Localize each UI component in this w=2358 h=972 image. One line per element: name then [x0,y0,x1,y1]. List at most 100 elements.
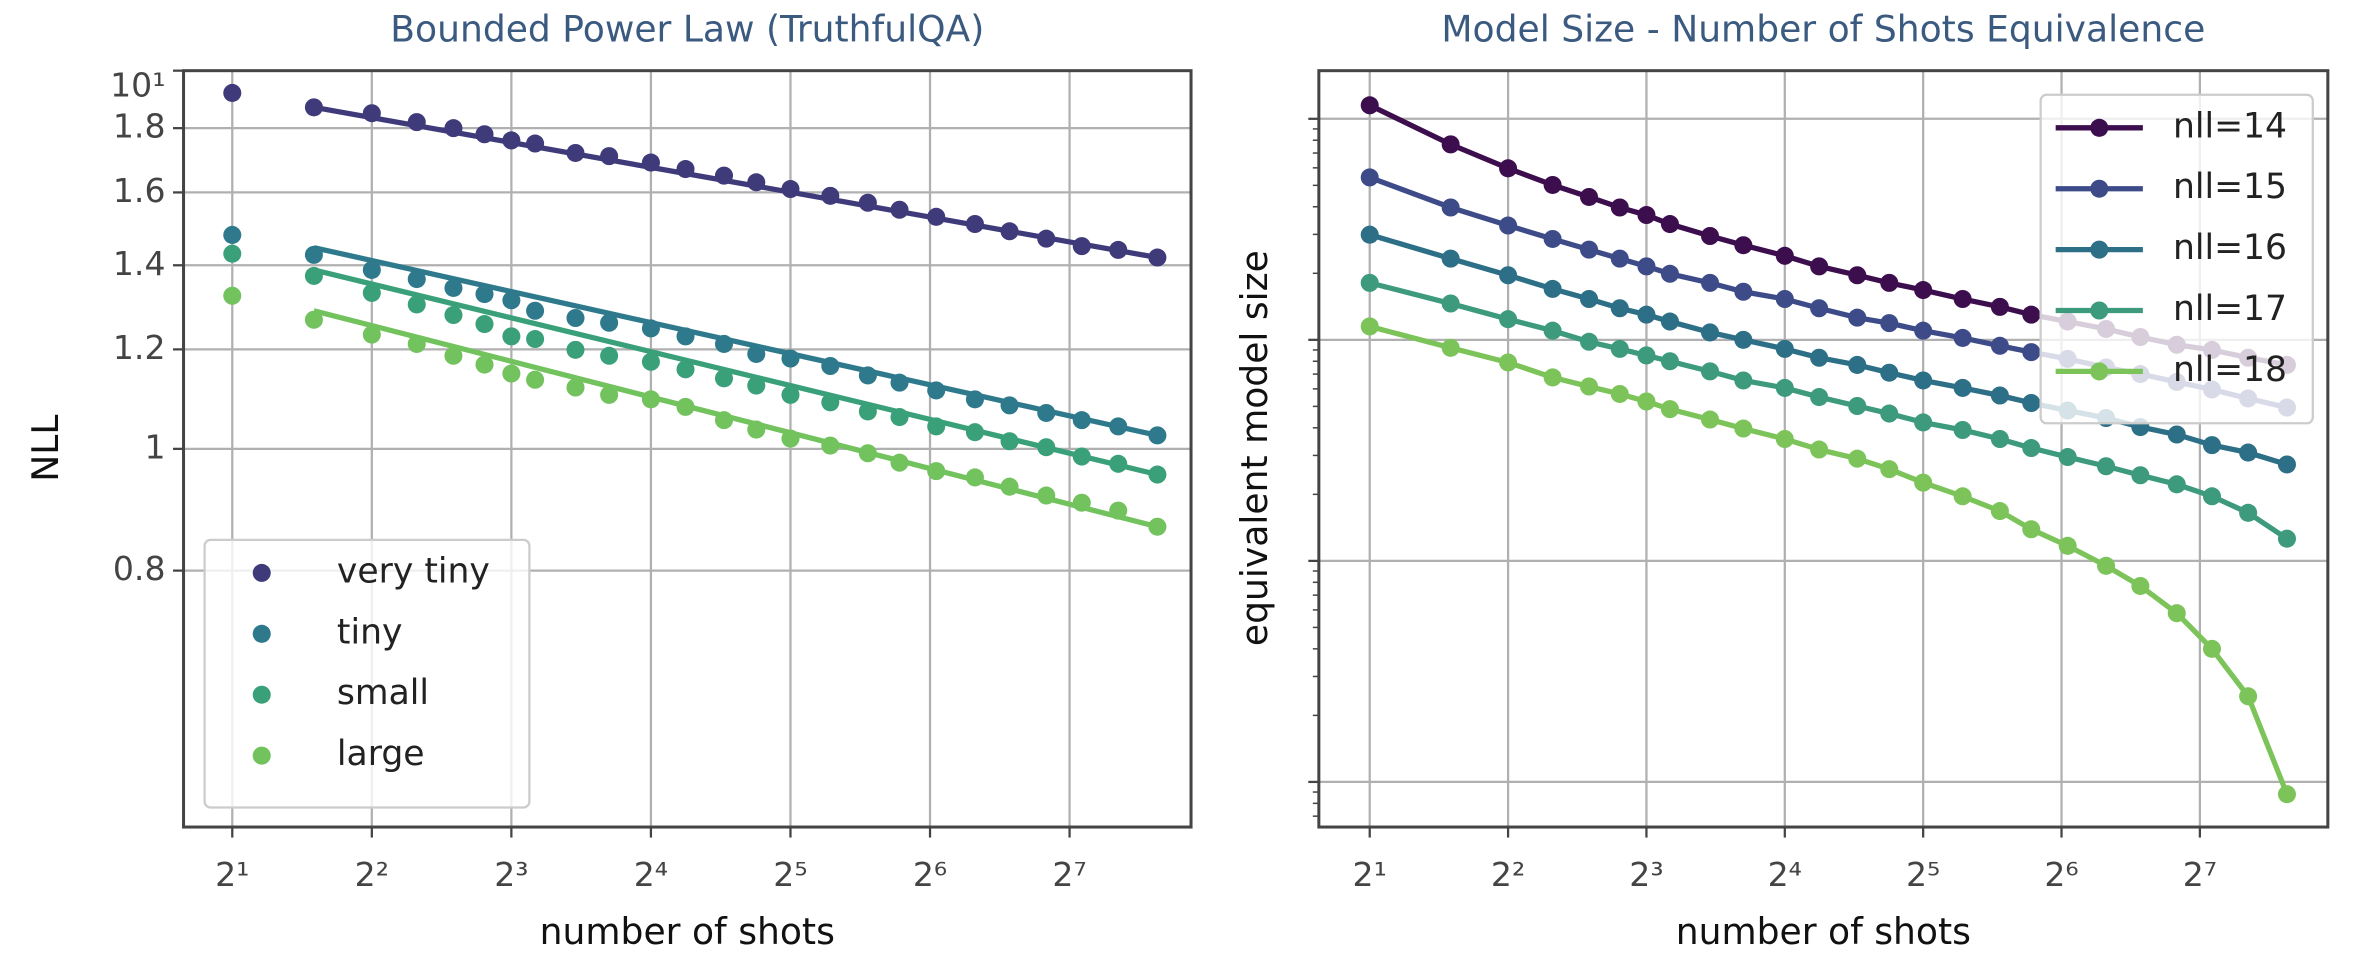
point [714,369,734,388]
point [1000,477,1019,496]
point [714,334,734,353]
point [676,360,695,379]
legend-label: small [337,673,429,713]
point [2202,436,2222,455]
point [526,370,545,389]
point [362,325,381,344]
point [747,376,766,395]
point [2239,687,2258,706]
point [502,131,521,150]
point [444,278,463,297]
point [1914,281,1933,300]
point [1660,264,1679,283]
point [1660,352,1679,371]
point [1000,396,1019,415]
x-tick-label: 2³ [1629,855,1663,894]
point [1914,413,1933,432]
point [965,468,984,487]
point [1848,396,1867,416]
point [714,166,734,185]
x-tick-label: 2⁴ [634,855,668,894]
point [1660,215,1679,234]
point [526,301,545,320]
point [1914,473,1933,492]
fit-line [313,104,1158,261]
point [1914,321,1933,340]
point [1775,429,1794,449]
legend-box [2039,93,2314,425]
point [2167,475,2186,494]
point [858,444,877,463]
x-tick-label: 2⁶ [2044,855,2078,894]
point [223,225,242,244]
legend: nll=14 nll=15 nll=16 nll=17 nll=18 [2039,93,2314,425]
point [407,334,426,353]
point [2022,343,2041,362]
point [1610,299,1629,318]
point [407,270,426,289]
point [1700,273,1720,292]
point [2058,448,2077,467]
chart-title: Model Size - Number of Shots Equivalence [1441,9,2205,51]
point [1610,198,1629,217]
point [1848,355,1867,374]
point [927,462,946,481]
point [2022,520,2041,539]
legend-marker [2090,118,2109,137]
point [362,283,381,302]
point [1543,279,1562,298]
point [1579,289,1599,309]
point [1810,299,1829,318]
point [304,245,323,264]
legend-marker [252,685,271,704]
y-tick-label: 0.8 [113,549,166,588]
point [2167,604,2186,623]
legend-marker [252,746,271,765]
point [304,266,323,285]
point [927,381,946,400]
point [676,327,695,346]
point [1880,314,1899,333]
point [747,420,766,439]
point [444,306,463,325]
point [2022,439,2041,458]
point [927,207,946,226]
point [1441,338,1460,357]
point [1610,384,1629,403]
point [1734,330,1753,349]
point [526,134,545,153]
point [1810,257,1829,276]
point [1953,328,1972,347]
point [2058,536,2077,555]
point [1810,440,1829,459]
point [2239,443,2258,462]
point [965,423,984,442]
point [475,125,494,144]
point [1880,363,1899,382]
point [1990,336,2009,355]
point [1072,447,1091,466]
point [821,356,840,376]
point [2202,639,2222,658]
point [676,160,695,179]
point [1700,323,1720,342]
point [1775,378,1794,397]
legend-marker [2090,301,2109,320]
point [1990,429,2009,449]
point [362,260,381,279]
point [475,315,494,334]
point [1610,339,1629,358]
point [2277,455,2296,474]
point [600,147,619,166]
chart-title: Bounded Power Law (TruthfulQA) [390,9,984,51]
point [781,349,800,368]
point [566,143,585,162]
point [1441,198,1460,217]
point [2022,305,2041,324]
x-tick-label: 2⁵ [773,855,807,894]
legend-marker [252,563,271,582]
point [858,193,877,212]
point [1072,411,1091,430]
point [2239,503,2258,522]
point [1775,289,1794,309]
